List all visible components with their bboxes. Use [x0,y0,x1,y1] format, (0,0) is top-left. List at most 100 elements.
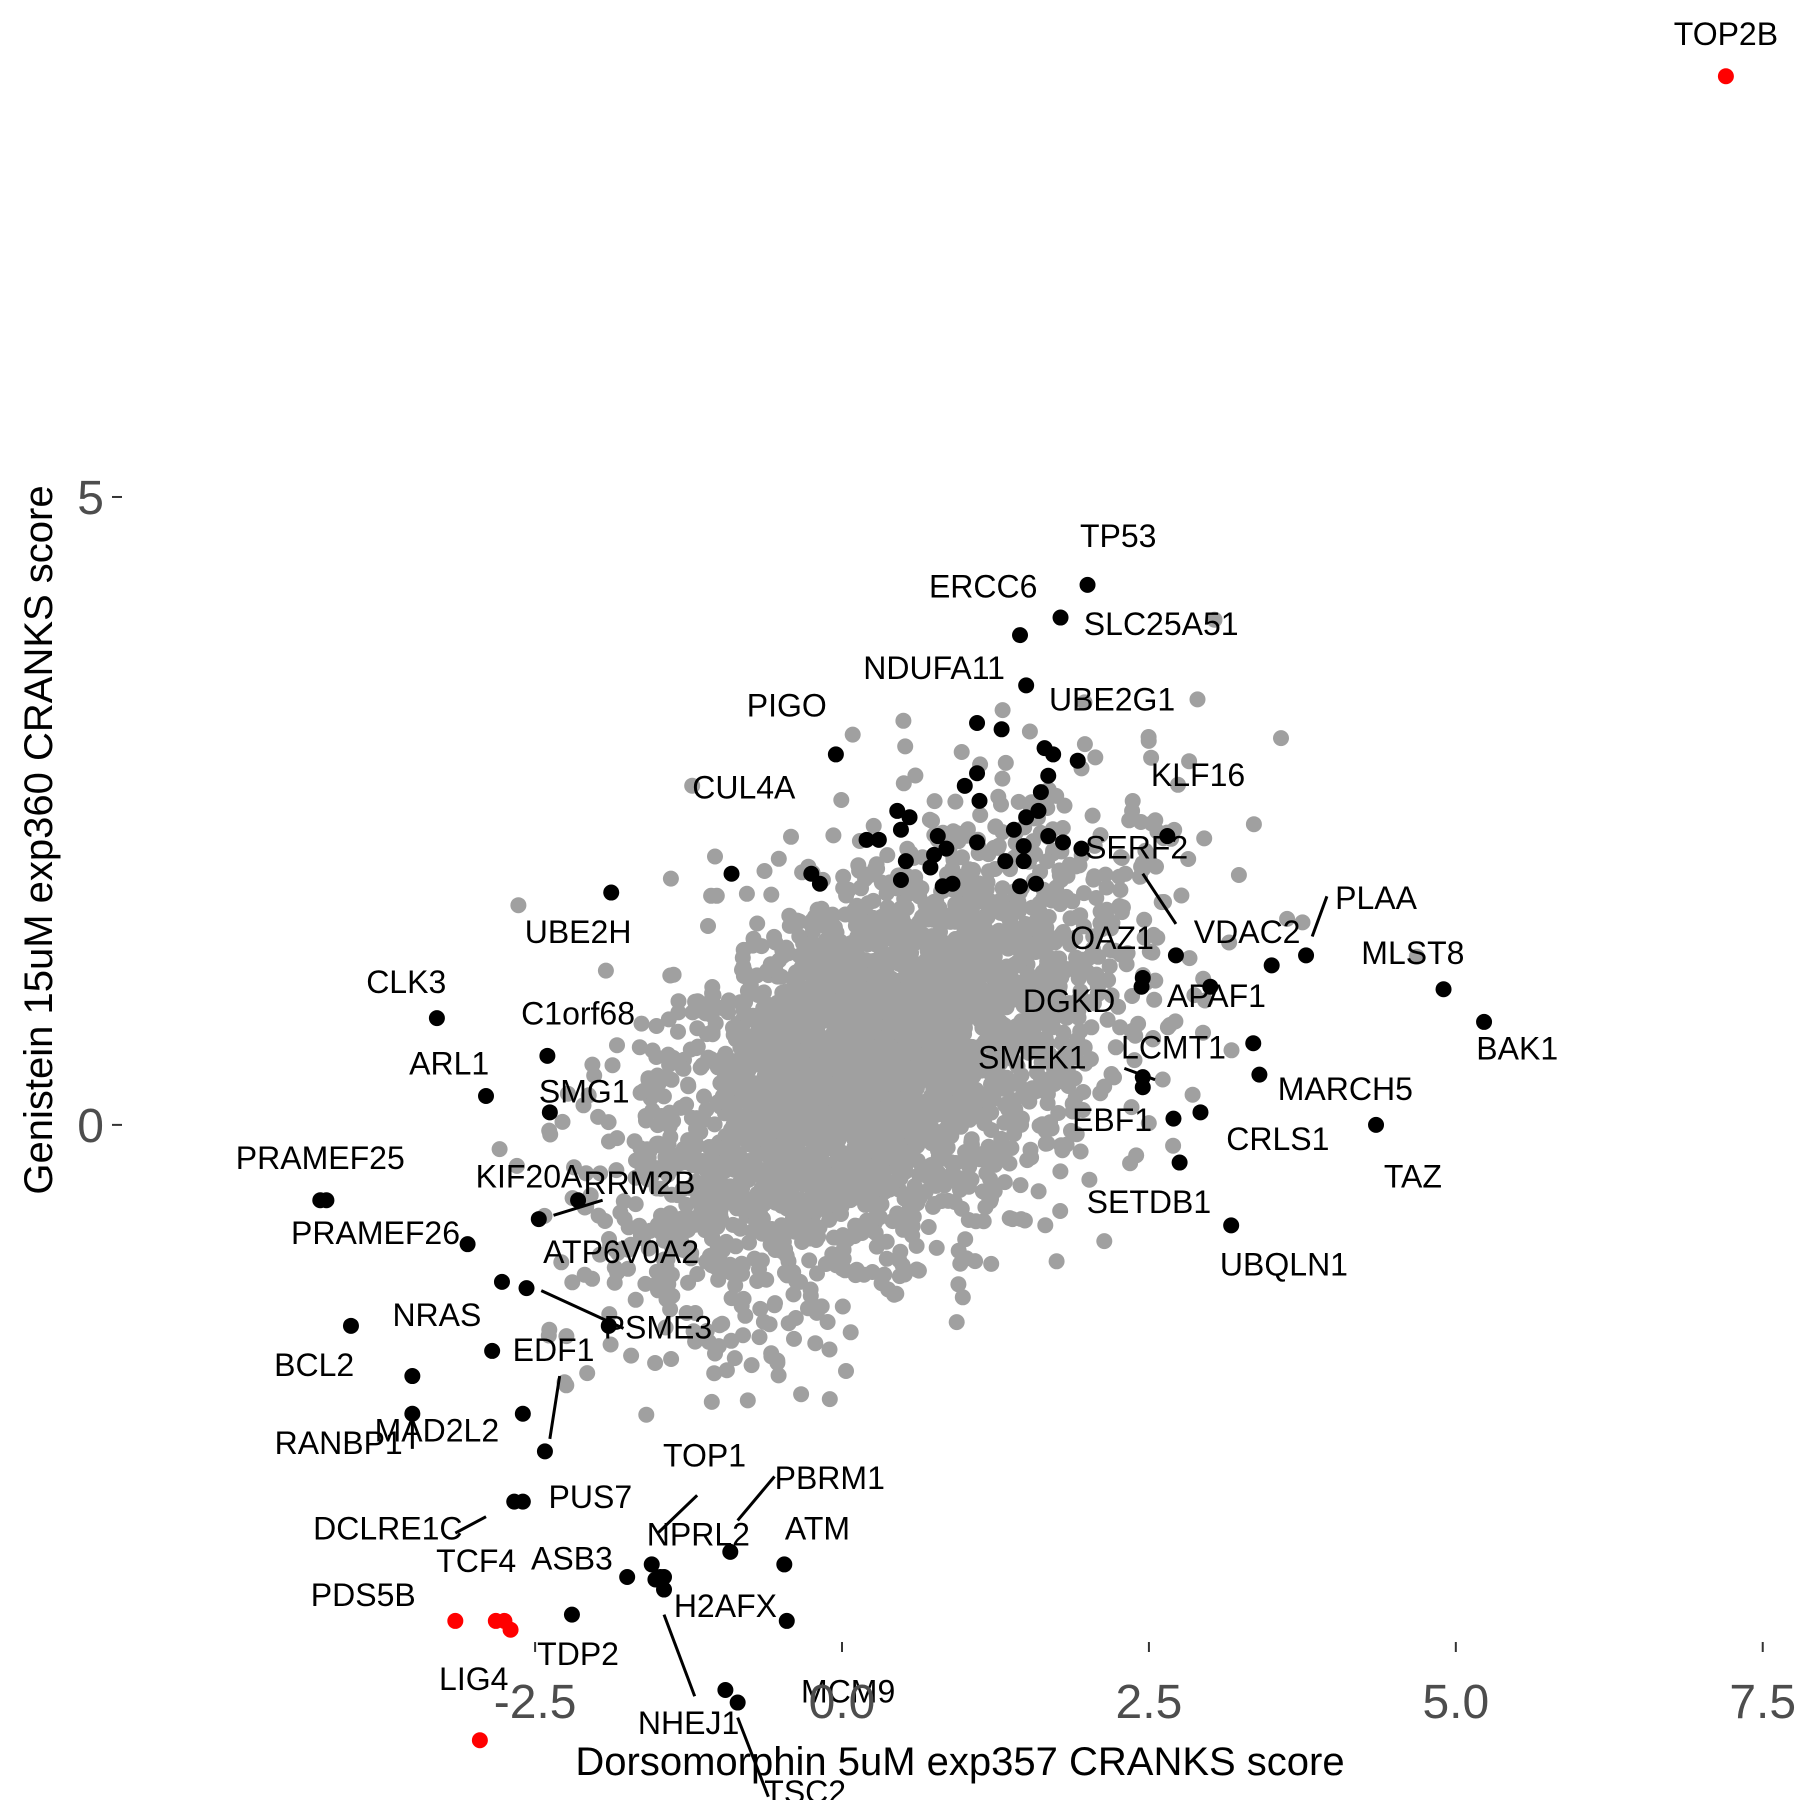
background-point [1223,1042,1240,1059]
background-point [858,1053,875,1070]
background-point [911,1166,927,1183]
background-point [670,993,687,1010]
background-point [849,908,865,924]
background-point [787,1013,803,1030]
background-point [1184,1086,1201,1103]
background-point [650,1135,667,1152]
hit-point [892,821,909,838]
background-point [662,1128,679,1145]
hit-point [858,831,875,848]
background-point [1113,850,1130,866]
hit-point [1165,1110,1182,1127]
background-point [1034,964,1051,981]
background-point [770,850,787,867]
background-point [762,956,779,973]
background-point [1007,1101,1024,1118]
gene-label-rrm2b: RRM2B [583,1165,695,1201]
background-point [895,712,912,729]
background-point [769,1105,786,1122]
background-point [827,971,844,987]
gene-label-nras: NRAS [392,1297,481,1333]
gene-label-nprl2: NPRL2 [647,1517,750,1553]
background-point [865,892,882,909]
background-point [758,1105,775,1122]
background-point [1112,882,1129,898]
background-point [648,1180,665,1197]
background-point [684,1004,701,1021]
background-point [807,1335,824,1352]
hit-point [1040,767,1057,784]
background-point [920,1219,937,1235]
background-point [601,1306,618,1323]
background-point [710,1271,727,1288]
background-point [962,878,979,895]
background-point [1132,814,1149,830]
background-point [1023,994,1040,1011]
background-point [716,1195,733,1212]
background-point [1023,1006,1040,1023]
background-point [1072,1143,1089,1160]
hit-point [1027,875,1044,892]
background-point [752,1300,769,1317]
gene-label-ebf1: EBF1 [1072,1102,1152,1138]
background-point [1033,1054,1050,1071]
background-point [950,1276,967,1293]
background-point [662,967,679,984]
background-point [1039,853,1056,870]
background-point [834,1232,851,1249]
background-point [891,955,908,972]
background-point [1024,899,1040,916]
background-point [727,1238,744,1255]
background-point [1141,943,1158,960]
background-point [1143,749,1160,766]
background-point [777,1264,793,1281]
background-point [802,1299,819,1316]
gene-label-taz: TAZ [1384,1159,1442,1195]
background-point [899,1078,916,1095]
point-kif20a [530,1211,547,1228]
background-point [1001,1210,1018,1227]
gene-label-c1orf68: C1orf68 [521,995,635,1031]
point-slc25a51 [1052,609,1069,626]
point-bak1 [1476,1013,1493,1030]
background-point [811,1079,828,1096]
background-point [1046,1076,1063,1092]
background-point [592,1246,608,1263]
background-point [622,1236,639,1253]
background-point [802,1281,819,1298]
background-point [696,1088,712,1105]
gene-label-ranbp1: RANBP1 [275,1425,403,1461]
background-point [746,1008,763,1024]
gene-label-apaf1: APAF1 [1167,978,1266,1014]
background-point [857,952,874,969]
background-point [682,1136,699,1153]
background-point [852,879,869,896]
background-point [718,1362,735,1379]
background-point [861,1213,878,1230]
background-point [1086,837,1103,854]
background-point [951,1170,968,1187]
hit-point [1032,784,1049,801]
background-point [508,1157,525,1174]
background-point [1245,816,1262,833]
background-point [698,1323,715,1339]
background-point [684,777,701,794]
background-point [633,1015,650,1032]
background-point [1081,1171,1098,1188]
background-point [1121,812,1138,829]
background-point [1043,1120,1060,1137]
hit-point [312,1192,329,1209]
background-point [728,1145,745,1162]
background-point [826,1021,843,1038]
background-point [765,1013,782,1030]
background-point [1145,926,1162,943]
background-point [1103,1066,1120,1082]
background-point [662,870,679,887]
background-point [785,1286,802,1303]
background-point [1043,1005,1059,1022]
background-point [746,1027,763,1044]
background-point [734,1265,751,1282]
gene-label-setdb1: SETDB1 [1087,1184,1211,1220]
leader-line [1141,872,1178,925]
